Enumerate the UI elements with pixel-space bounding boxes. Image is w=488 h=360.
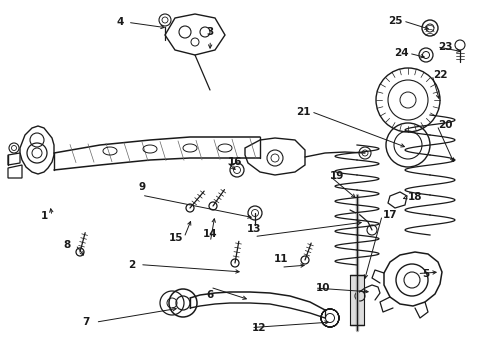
Text: 13: 13 <box>246 224 261 234</box>
Text: 18: 18 <box>407 192 421 202</box>
Text: 1: 1 <box>41 211 47 221</box>
Text: 7: 7 <box>81 317 89 327</box>
Polygon shape <box>349 275 363 325</box>
Text: 24: 24 <box>393 48 407 58</box>
Polygon shape <box>164 14 224 55</box>
Text: 20: 20 <box>437 120 451 130</box>
Polygon shape <box>20 126 54 174</box>
Text: 12: 12 <box>251 323 266 333</box>
Text: 5: 5 <box>421 269 428 279</box>
Text: 14: 14 <box>203 229 217 239</box>
Text: 9: 9 <box>138 182 145 192</box>
Text: 21: 21 <box>295 107 310 117</box>
Text: 10: 10 <box>315 283 329 293</box>
Text: 23: 23 <box>437 42 451 52</box>
Text: 4: 4 <box>116 17 123 27</box>
Polygon shape <box>387 192 406 208</box>
Text: 6: 6 <box>206 290 213 300</box>
Text: 16: 16 <box>227 157 242 167</box>
Text: 19: 19 <box>329 171 344 181</box>
Text: 11: 11 <box>273 254 288 264</box>
Polygon shape <box>8 153 20 165</box>
Text: 17: 17 <box>382 210 397 220</box>
Text: 2: 2 <box>128 260 135 270</box>
Text: 15: 15 <box>168 233 183 243</box>
Text: 25: 25 <box>387 16 402 26</box>
Polygon shape <box>8 165 22 178</box>
Text: 22: 22 <box>432 70 447 80</box>
Text: 8: 8 <box>64 240 71 250</box>
Polygon shape <box>383 252 441 306</box>
Polygon shape <box>244 138 305 175</box>
Text: 3: 3 <box>206 27 213 37</box>
